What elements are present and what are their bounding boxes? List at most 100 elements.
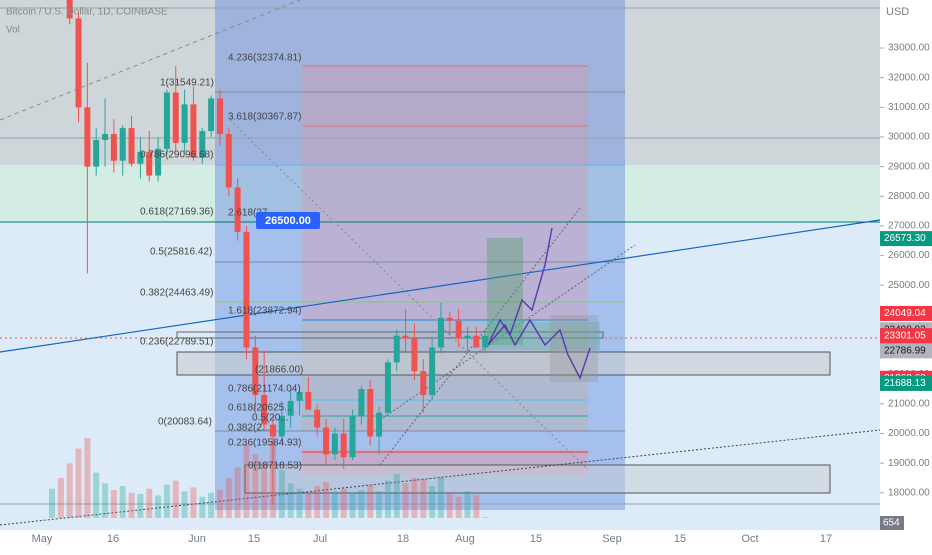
candle-body — [146, 151, 153, 176]
candle-body — [482, 335, 489, 348]
volume-layer — [49, 438, 489, 518]
y-tick-label: 25000.00 — [888, 280, 930, 291]
volume-bar — [455, 496, 462, 518]
fib-label: 1.618(23872.94) — [228, 306, 301, 317]
candle-body — [420, 371, 427, 395]
y-tick-label: 18000.00 — [888, 487, 930, 498]
candle-body — [128, 128, 135, 164]
candle-body — [102, 134, 109, 140]
fib-label: 1(31549.21) — [160, 78, 214, 89]
candle-layer — [66, 0, 489, 505]
candle-body — [208, 98, 215, 132]
candle-body — [84, 107, 91, 167]
fib-label: 0.786(29096.68) — [140, 150, 213, 161]
x-tick-label: 16 — [107, 533, 119, 545]
candle-body — [384, 362, 391, 413]
volume-bar — [358, 490, 365, 518]
candle-body — [243, 231, 250, 348]
currency: USD — [886, 6, 909, 18]
volume-bar — [429, 486, 436, 518]
x-tick-label: 15 — [248, 533, 260, 545]
axis-layer: 33000.00 32000.00 31000.00 30000.00 29000.00… — [32, 43, 932, 545]
x-tick-label: May — [32, 533, 53, 545]
price-badge-label: 23301.05 — [884, 330, 926, 341]
candle-body — [367, 389, 374, 437]
candle-body — [155, 148, 162, 176]
fib-label: 0.618(20625... — [228, 403, 293, 414]
fib-label: 0.786(21174.04) — [228, 384, 301, 395]
volume-bar — [464, 491, 471, 518]
y-tick-label: 30000.00 — [888, 132, 930, 143]
fib-label: 0(20083.64) — [158, 417, 212, 428]
fib-label: 0(18718.53) — [248, 461, 302, 472]
volume-bar — [172, 480, 179, 518]
volume-bar — [75, 448, 82, 518]
candle-body — [455, 320, 462, 339]
x-tick-label: Jul — [313, 533, 327, 545]
volume-bar — [473, 495, 480, 518]
volume-bar — [340, 488, 347, 518]
candle-body — [393, 335, 400, 363]
fib-label: (21866.00) — [255, 365, 303, 376]
fib-label: 0.5(25816.42) — [150, 247, 212, 258]
price-badge-label: 21688.13 — [884, 378, 926, 389]
volume-bar — [331, 491, 338, 518]
volume-bar — [137, 494, 144, 518]
volume-title: Vol — [6, 25, 20, 36]
volume-bar — [119, 486, 126, 518]
candle-body — [216, 98, 223, 135]
volume-bar — [57, 478, 64, 518]
candle-body — [446, 317, 453, 321]
candle-body — [464, 335, 471, 339]
volume-bar — [216, 490, 223, 518]
volume-bar — [128, 492, 135, 518]
time-axis — [0, 530, 932, 550]
volume-bar — [234, 467, 241, 518]
volume-bar — [287, 483, 294, 518]
y-tick-label: 32000.00 — [888, 72, 930, 83]
volume-bar — [190, 487, 197, 518]
candle-body — [75, 18, 82, 108]
candle-body — [358, 389, 365, 416]
candle-body — [473, 335, 480, 348]
title: Bitcoin / U.S. Dollar, 1D, COINBASE — [6, 7, 168, 18]
volume-bar — [296, 488, 303, 518]
plot-area: 4.236(32374.81) 1(31549.21) 3.618(30367.87… — [0, 0, 880, 530]
candle-body — [225, 134, 232, 188]
fib-label: 4.236(32374.81) — [228, 53, 301, 64]
candle-body — [199, 131, 206, 158]
candle-body — [119, 128, 126, 161]
candle-body — [110, 134, 117, 161]
price-badge — [880, 375, 932, 391]
candle-body — [437, 317, 444, 348]
candle-body — [137, 151, 144, 164]
candle-body — [261, 394, 268, 425]
candle-body — [296, 391, 303, 401]
fib-label: 3.618(30367.87) — [228, 112, 301, 123]
volume-bar — [93, 472, 100, 518]
annotation-layer: 4.236(32374.81) 1(31549.21) 3.618(30367.87… — [140, 53, 303, 472]
candle-body — [234, 187, 241, 232]
volume-bar — [314, 486, 321, 518]
fib-label: 0.5(20... — [252, 413, 289, 424]
price-badge-label: 24049.04 — [884, 308, 926, 319]
y-tick-label: 26000.00 — [888, 250, 930, 261]
volume-bar — [225, 478, 232, 518]
candle-body — [402, 335, 409, 339]
y-tick-label: 27000.00 — [888, 221, 930, 232]
volume-bar — [482, 517, 489, 518]
fib-label: 0.236(19584.93) — [228, 438, 301, 449]
y-tick-label: 19000.00 — [888, 458, 930, 469]
y-tick-label: 20000.00 — [888, 428, 930, 439]
volume-bar — [437, 476, 444, 518]
volume-bar — [446, 494, 453, 518]
y-tick-label: 28000.00 — [888, 191, 930, 202]
volume-bar — [49, 488, 55, 518]
price-badge-label: 22786.99 — [884, 345, 926, 356]
volume-bar — [208, 492, 215, 518]
callout-box — [256, 212, 320, 229]
x-tick-label: 18 — [397, 533, 409, 545]
candle-body — [376, 412, 383, 437]
volume-bar — [384, 480, 391, 518]
